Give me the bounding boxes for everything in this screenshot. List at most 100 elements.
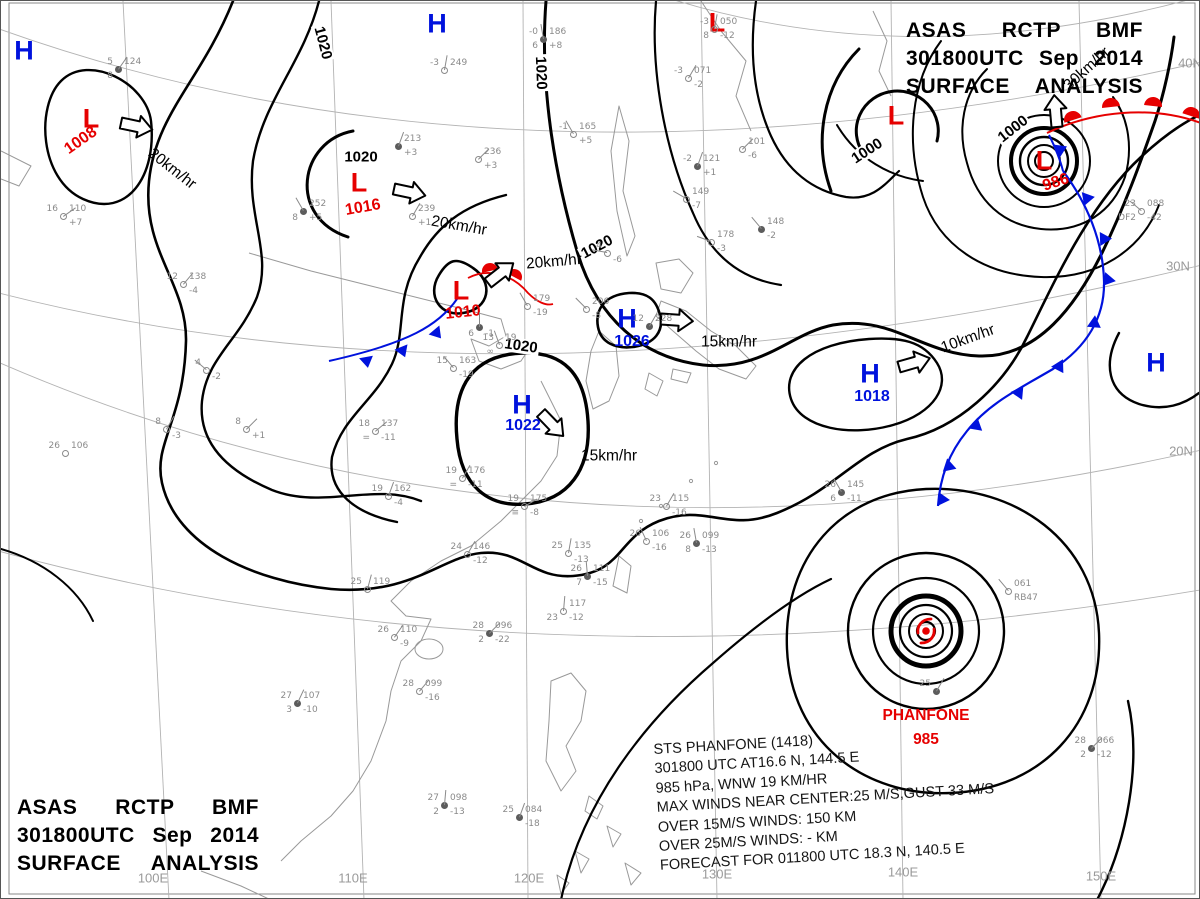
station-value: 27 [427, 793, 439, 803]
station-value: 16 [46, 204, 58, 214]
station-value: 8 [292, 213, 298, 223]
station-value: 26 [629, 529, 641, 539]
station-value: -9 [400, 639, 409, 649]
station-value: 28 [472, 621, 484, 631]
station-circle-icon [684, 74, 692, 82]
isobar-low-1016 [305, 129, 355, 239]
station-value: -19 [459, 370, 474, 380]
station-circle-icon [757, 225, 765, 233]
station-value: -12 [1097, 750, 1112, 760]
station-circle-icon [61, 449, 69, 457]
title-line-1: ASAS RCTP BMF [906, 19, 1143, 42]
station-value: -11 [468, 480, 483, 490]
pressure-value: 1026 [614, 333, 650, 350]
station-value: 110 [69, 204, 87, 214]
station-value: -13 [574, 555, 589, 565]
station-value: -4 [394, 498, 403, 508]
station-value: -18 [525, 819, 540, 829]
isobar-low-1010-inner [432, 259, 488, 315]
station-value: 176 [468, 466, 486, 476]
station-value: 3 [286, 705, 292, 715]
station-value: -8 [592, 311, 601, 321]
station-value: 124 [124, 57, 142, 67]
station-value: 25 [919, 679, 931, 689]
station-circle-icon [59, 212, 67, 220]
edge-label: 40N [1178, 55, 1200, 71]
station-value: -2 [212, 372, 221, 382]
cold-front-west [328, 298, 458, 368]
station-circle-icon [682, 195, 690, 203]
station-value: 2 [1080, 750, 1086, 760]
pressure-center-L: L [82, 103, 100, 134]
station-circle-icon [408, 212, 416, 220]
station-value: 4 [195, 358, 201, 368]
pressure-center-L: L [350, 167, 368, 198]
station-value: +5 [579, 136, 593, 146]
pressure-center-L: L [887, 100, 905, 131]
station-value: 28 [1074, 736, 1086, 746]
edge-label: 120E [513, 870, 545, 886]
station-value: -3 [172, 431, 181, 441]
station-value: 12 [166, 272, 178, 282]
title-line-3: SURFACE ANALYSIS [17, 852, 259, 875]
station-value: 6 [830, 494, 836, 504]
pressure-center-H: H [1146, 347, 1166, 378]
station-value: 088 [1147, 199, 1165, 209]
station-value: -12 [473, 556, 488, 566]
station-value: 18 [358, 419, 370, 429]
station-value: 8 [235, 417, 241, 427]
arrow-low-1008 [118, 114, 154, 139]
station-value: 206 [592, 297, 610, 307]
edge-label: 150E [1085, 868, 1117, 884]
station-circle-icon [162, 425, 170, 433]
station-value: 066 [1097, 736, 1115, 746]
station-circle-icon [179, 280, 187, 288]
title-line-2: 301800UTC Sep 2014 [17, 824, 259, 847]
station-value: 26 [824, 480, 836, 490]
edge-label: 100E [137, 870, 169, 886]
station-value: -16 [652, 543, 667, 553]
arrow-high-1026 [659, 308, 694, 333]
station-value: ∞ [486, 347, 495, 357]
station-value: 099 [425, 679, 443, 689]
station-value: -6 [613, 255, 622, 265]
station-value: -2 [683, 154, 692, 164]
station-value: 26 [377, 625, 389, 635]
typhoon-outer-contour [785, 487, 1101, 795]
station-value: RB47 [1014, 593, 1038, 603]
station-value: 101 [748, 137, 766, 147]
station-value: -10 [303, 705, 318, 715]
station-value: 252 [309, 199, 327, 209]
station-value: 19 [445, 466, 457, 476]
station-value: 15 [436, 356, 448, 366]
station-value: 27 [280, 691, 292, 701]
title-line-1: ASAS RCTP BMF [17, 796, 259, 819]
station-value: -2 [767, 231, 776, 241]
storm-pressure-label: 985 [913, 731, 939, 748]
isobar-high-1026 [596, 291, 663, 349]
station-value: 111 [593, 564, 611, 574]
station-value: = [362, 433, 370, 443]
station-value: 239 [418, 204, 436, 214]
station-value: -8 [530, 508, 539, 518]
station-value: 23 [1124, 199, 1136, 209]
station-value: -4 [189, 286, 198, 296]
speed-label: 15km/hr [701, 333, 757, 351]
station-value: -15 [593, 578, 608, 588]
station-value: -2 [694, 80, 703, 90]
station-circle-icon [738, 145, 746, 153]
edge-label: 20N [1169, 443, 1193, 459]
station-value: 186 [549, 27, 567, 37]
station-value: 13 [482, 333, 494, 343]
station-value: -13 [702, 545, 717, 555]
station-value: 8 [155, 417, 161, 427]
station-value: 228 [655, 314, 673, 324]
station-value: 179 [533, 294, 551, 304]
station-value: +7 [69, 218, 83, 228]
edge-label: 130E [701, 866, 733, 882]
station-value: 25 [350, 577, 362, 587]
station-value: -42 [1147, 213, 1162, 223]
station-value: 249 [450, 58, 468, 68]
